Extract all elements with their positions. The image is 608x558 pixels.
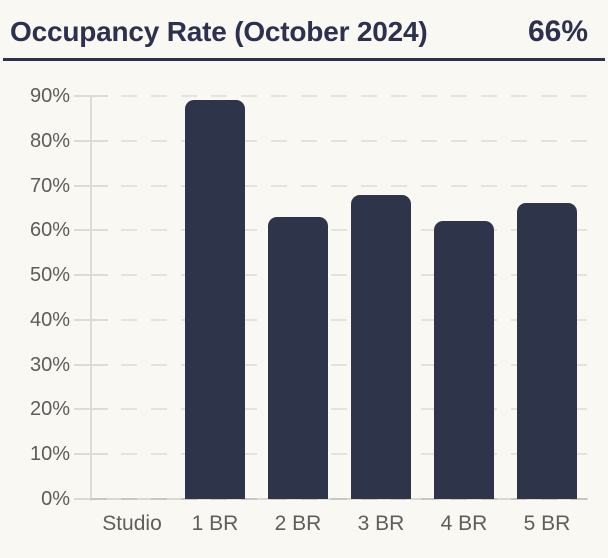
x-axis-label: 1 BR — [191, 512, 239, 535]
bar-4-br — [434, 221, 494, 499]
bar-1-br — [185, 100, 245, 499]
y-axis-label: 20% — [29, 398, 70, 421]
y-axis-tick — [74, 453, 108, 456]
gridline — [121, 95, 588, 97]
bar-3-br — [351, 195, 411, 499]
x-axis-label: 4 BR — [440, 512, 488, 535]
y-axis-label: 90% — [29, 85, 70, 107]
y-axis-tick — [74, 363, 108, 366]
x-axis-label: 5 BR — [523, 512, 571, 535]
y-axis-tick — [74, 408, 108, 411]
gridline — [121, 184, 588, 187]
y-axis-tick — [74, 139, 108, 142]
y-axis-label: 60% — [29, 219, 70, 242]
y-axis-label: 0% — [41, 488, 70, 510]
gridline — [121, 139, 588, 142]
y-axis-tick — [74, 184, 108, 187]
x-axis-label: 2 BR — [274, 512, 322, 535]
chart-header: Occupancy Rate (October 2024) 66% — [3, 0, 605, 61]
y-axis-label: 30% — [29, 353, 70, 376]
y-axis-tick — [74, 274, 108, 277]
x-axis-baseline-dashes — [91, 498, 588, 500]
y-axis-label: 80% — [29, 129, 70, 152]
chart-title: Occupancy Rate (October 2024) — [10, 16, 428, 47]
y-axis-tick — [74, 318, 108, 321]
y-axis-tick — [74, 95, 108, 97]
x-axis-label: Studio — [102, 512, 162, 535]
headline-value: 66% — [527, 15, 588, 48]
bar-5-br — [517, 203, 577, 499]
y-axis-label: 10% — [29, 443, 70, 466]
y-axis-label: 40% — [29, 308, 70, 331]
y-axis-label: 70% — [29, 174, 70, 197]
y-axis-line — [90, 96, 92, 501]
x-axis-label: 3 BR — [357, 512, 405, 535]
y-axis-tick — [74, 229, 108, 232]
bar-2-br — [268, 217, 328, 499]
y-axis-label: 50% — [29, 264, 70, 287]
